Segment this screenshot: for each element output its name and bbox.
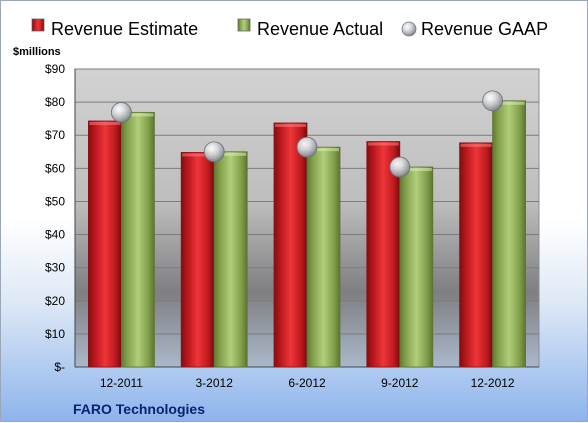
bar-revenue-estimate-12-2011: [88, 120, 122, 368]
bar-highlight: [275, 123, 306, 127]
marker-revenue-gaap-12-2012: [482, 90, 504, 112]
bar-highlight: [460, 143, 492, 147]
y-tick-label: $40: [45, 228, 65, 242]
x-tick-label: 9-2012: [381, 376, 419, 390]
legend-marker: [401, 21, 417, 37]
y-tick-label: $50: [45, 194, 65, 208]
legend: Revenue Estimate Revenue Actual Revenue GA…: [31, 18, 548, 39]
plot-area: $- $10 $20 $30 $40 $50 $60 $70 $80 $90 12-2011 3-20…: [45, 62, 540, 390]
y-tick-label: $60: [45, 161, 65, 175]
legend-swatch: [237, 18, 251, 32]
bar-highlight: [493, 101, 525, 105]
legend-item-revenue-actual: Revenue Actual: [237, 18, 383, 39]
bar-revenue-actual-12-2011: [121, 111, 155, 368]
bar-revenue-estimate-9-2012: [366, 141, 401, 368]
bar-highlight: [215, 152, 247, 156]
y-tick-label: $10: [45, 327, 65, 341]
marker-revenue-gaap-6-2012: [296, 136, 318, 158]
y-tick-label: $90: [45, 62, 65, 76]
legend-item-revenue-gaap: Revenue GAAP: [401, 19, 548, 39]
x-tick-label: 12-2011: [100, 376, 143, 390]
bar-revenue-actual-6-2012: [306, 146, 341, 368]
y-tick-label: $30: [45, 261, 65, 275]
x-tick-label: 3-2012: [196, 376, 234, 390]
marker-revenue-gaap-9-2012: [389, 156, 411, 178]
marker-revenue-gaap-3-2012: [203, 141, 225, 163]
bar-revenue-estimate-3-2012: [180, 152, 215, 368]
bar-highlight: [122, 113, 154, 117]
bar-highlight: [182, 153, 214, 157]
bar-revenue-actual-9-2012: [399, 166, 434, 368]
x-tick-label: 12-2012: [471, 376, 515, 390]
bar-highlight: [400, 168, 432, 172]
bar-revenue-estimate-12-2012: [459, 142, 494, 368]
bar-highlight: [89, 121, 121, 125]
x-tick-label: 6-2012: [288, 376, 326, 390]
legend-label: Revenue Actual: [257, 19, 383, 39]
marker-revenue-gaap-12-2011: [110, 101, 132, 123]
y-tick-label: $70: [45, 128, 65, 142]
legend-item-revenue-estimate: Revenue Estimate: [31, 18, 198, 39]
y-axis-unit-label: $millions: [13, 46, 61, 58]
bar-revenue-actual-3-2012: [213, 151, 248, 368]
legend-label: Revenue Estimate: [51, 19, 198, 39]
y-tick-label: $80: [45, 95, 65, 109]
y-tick-label: $-: [54, 360, 65, 374]
y-tick-label: $20: [45, 294, 65, 308]
bar-revenue-actual-12-2012: [492, 100, 527, 368]
bar-highlight: [367, 142, 399, 146]
bar-highlight: [308, 148, 339, 152]
legend-label: Revenue GAAP: [421, 19, 548, 39]
bar-revenue-estimate-6-2012: [273, 122, 308, 368]
legend-swatch: [31, 18, 45, 32]
company-label: FARO Technologies: [73, 401, 205, 417]
